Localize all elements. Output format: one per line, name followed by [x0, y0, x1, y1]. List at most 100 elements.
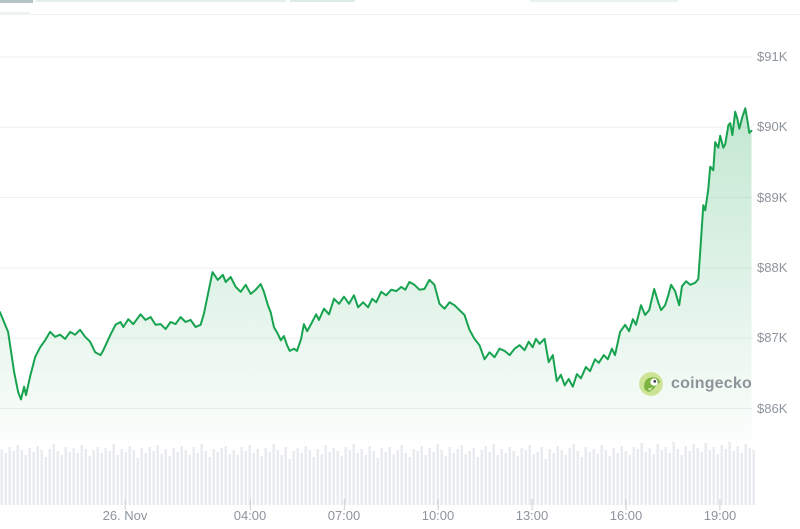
x-axis-label: 19:00 — [703, 508, 737, 523]
volume-bar — [248, 445, 251, 505]
volume-bar — [104, 448, 107, 505]
volume-bar — [76, 453, 79, 505]
volume-bar — [360, 449, 363, 505]
volume-bar — [352, 444, 355, 505]
x-axis-label: 04:00 — [233, 508, 267, 523]
volume-bar — [652, 454, 655, 505]
volume-bar — [748, 448, 751, 505]
volume-bar — [740, 453, 743, 505]
volume-bar — [256, 449, 259, 505]
volume-bar — [656, 444, 659, 505]
volume-bar — [336, 451, 339, 505]
y-axis-label: $90K — [757, 119, 788, 134]
volume-bar — [264, 448, 267, 505]
volume-bar — [632, 447, 635, 505]
volume-bar — [456, 449, 459, 505]
coingecko-watermark[interactable]: coingecko — [638, 371, 752, 397]
volume-bar — [56, 451, 59, 505]
volume-bar — [704, 443, 707, 505]
volume-bar — [308, 450, 311, 505]
volume-bar — [668, 453, 671, 505]
volume-bar — [24, 455, 27, 505]
volume-bar — [292, 451, 295, 505]
volume-bar — [568, 448, 571, 505]
volume-bar — [20, 450, 23, 505]
volume-bar — [212, 449, 215, 505]
volume-bar — [516, 456, 519, 505]
volume-bar — [36, 446, 39, 505]
volume-bar — [648, 448, 651, 505]
x-axis-label: 10:00 — [421, 508, 455, 523]
volume-bar — [696, 448, 699, 505]
volume-bar — [80, 445, 83, 505]
volume-bar — [324, 445, 327, 505]
volume-bar — [624, 451, 627, 505]
volume-bar — [532, 454, 535, 505]
volume-bar — [536, 452, 539, 505]
volume-bar — [196, 453, 199, 505]
volume-bar — [240, 447, 243, 505]
volume-bar — [712, 447, 715, 505]
volume-bar — [192, 447, 195, 505]
volume-bar — [44, 457, 47, 505]
volume-bar — [276, 450, 279, 505]
volume-bar — [204, 451, 207, 505]
volume-bar — [584, 447, 587, 505]
volume-bar — [540, 447, 543, 505]
x-axis-label: 13:00 — [515, 508, 549, 523]
volume-bar — [560, 450, 563, 505]
volume-bar — [720, 445, 723, 505]
volume-bar — [608, 456, 611, 505]
volume-bar — [364, 455, 367, 505]
volume-bar — [172, 448, 175, 505]
volume-bar — [400, 445, 403, 505]
volume-bar — [512, 451, 515, 505]
volume-bar — [284, 447, 287, 505]
volume-bar — [124, 452, 127, 505]
volume-bar — [356, 453, 359, 505]
volume-bar — [744, 444, 747, 505]
volume-bar — [724, 449, 727, 505]
volume-bar — [420, 446, 423, 505]
volume-bar — [500, 449, 503, 505]
volume-bar — [484, 446, 487, 505]
volume-bar — [636, 449, 639, 505]
volume-bar — [640, 443, 643, 505]
volume-bar — [52, 444, 55, 505]
volume-bar — [472, 448, 475, 505]
volume-bar — [200, 444, 203, 505]
volume-bar — [424, 455, 427, 505]
volume-bar — [432, 452, 435, 505]
volume-bar — [128, 446, 131, 505]
volume-bar — [548, 449, 551, 505]
volume-bar — [168, 456, 171, 505]
volume-bar — [220, 448, 223, 505]
volume-bar — [592, 449, 595, 505]
volume-bar — [572, 444, 575, 505]
volume-bar — [252, 453, 255, 505]
x-axis-label: 07:00 — [327, 508, 361, 523]
volume-bar — [228, 454, 231, 505]
volume-bar — [156, 445, 159, 505]
volume-bar — [28, 448, 31, 505]
volume-bar — [332, 448, 335, 505]
volume-bar — [728, 442, 731, 505]
volume-bar — [416, 451, 419, 505]
volume-bar — [184, 450, 187, 505]
volume-bar — [272, 444, 275, 505]
volume-bar — [404, 453, 407, 505]
volume-bar — [440, 450, 443, 505]
volume-bar — [672, 442, 675, 505]
volume-bar — [736, 446, 739, 505]
x-axis-label: 26. Nov — [102, 508, 148, 523]
volume-bar — [160, 454, 163, 505]
x-axis-label: 16:00 — [609, 508, 643, 523]
volume-bar — [40, 450, 43, 505]
volume-bar — [708, 450, 711, 505]
volume-bar — [244, 451, 247, 505]
volume-bar — [496, 455, 499, 505]
volume-bar — [348, 450, 351, 505]
volume-bar — [316, 449, 319, 505]
